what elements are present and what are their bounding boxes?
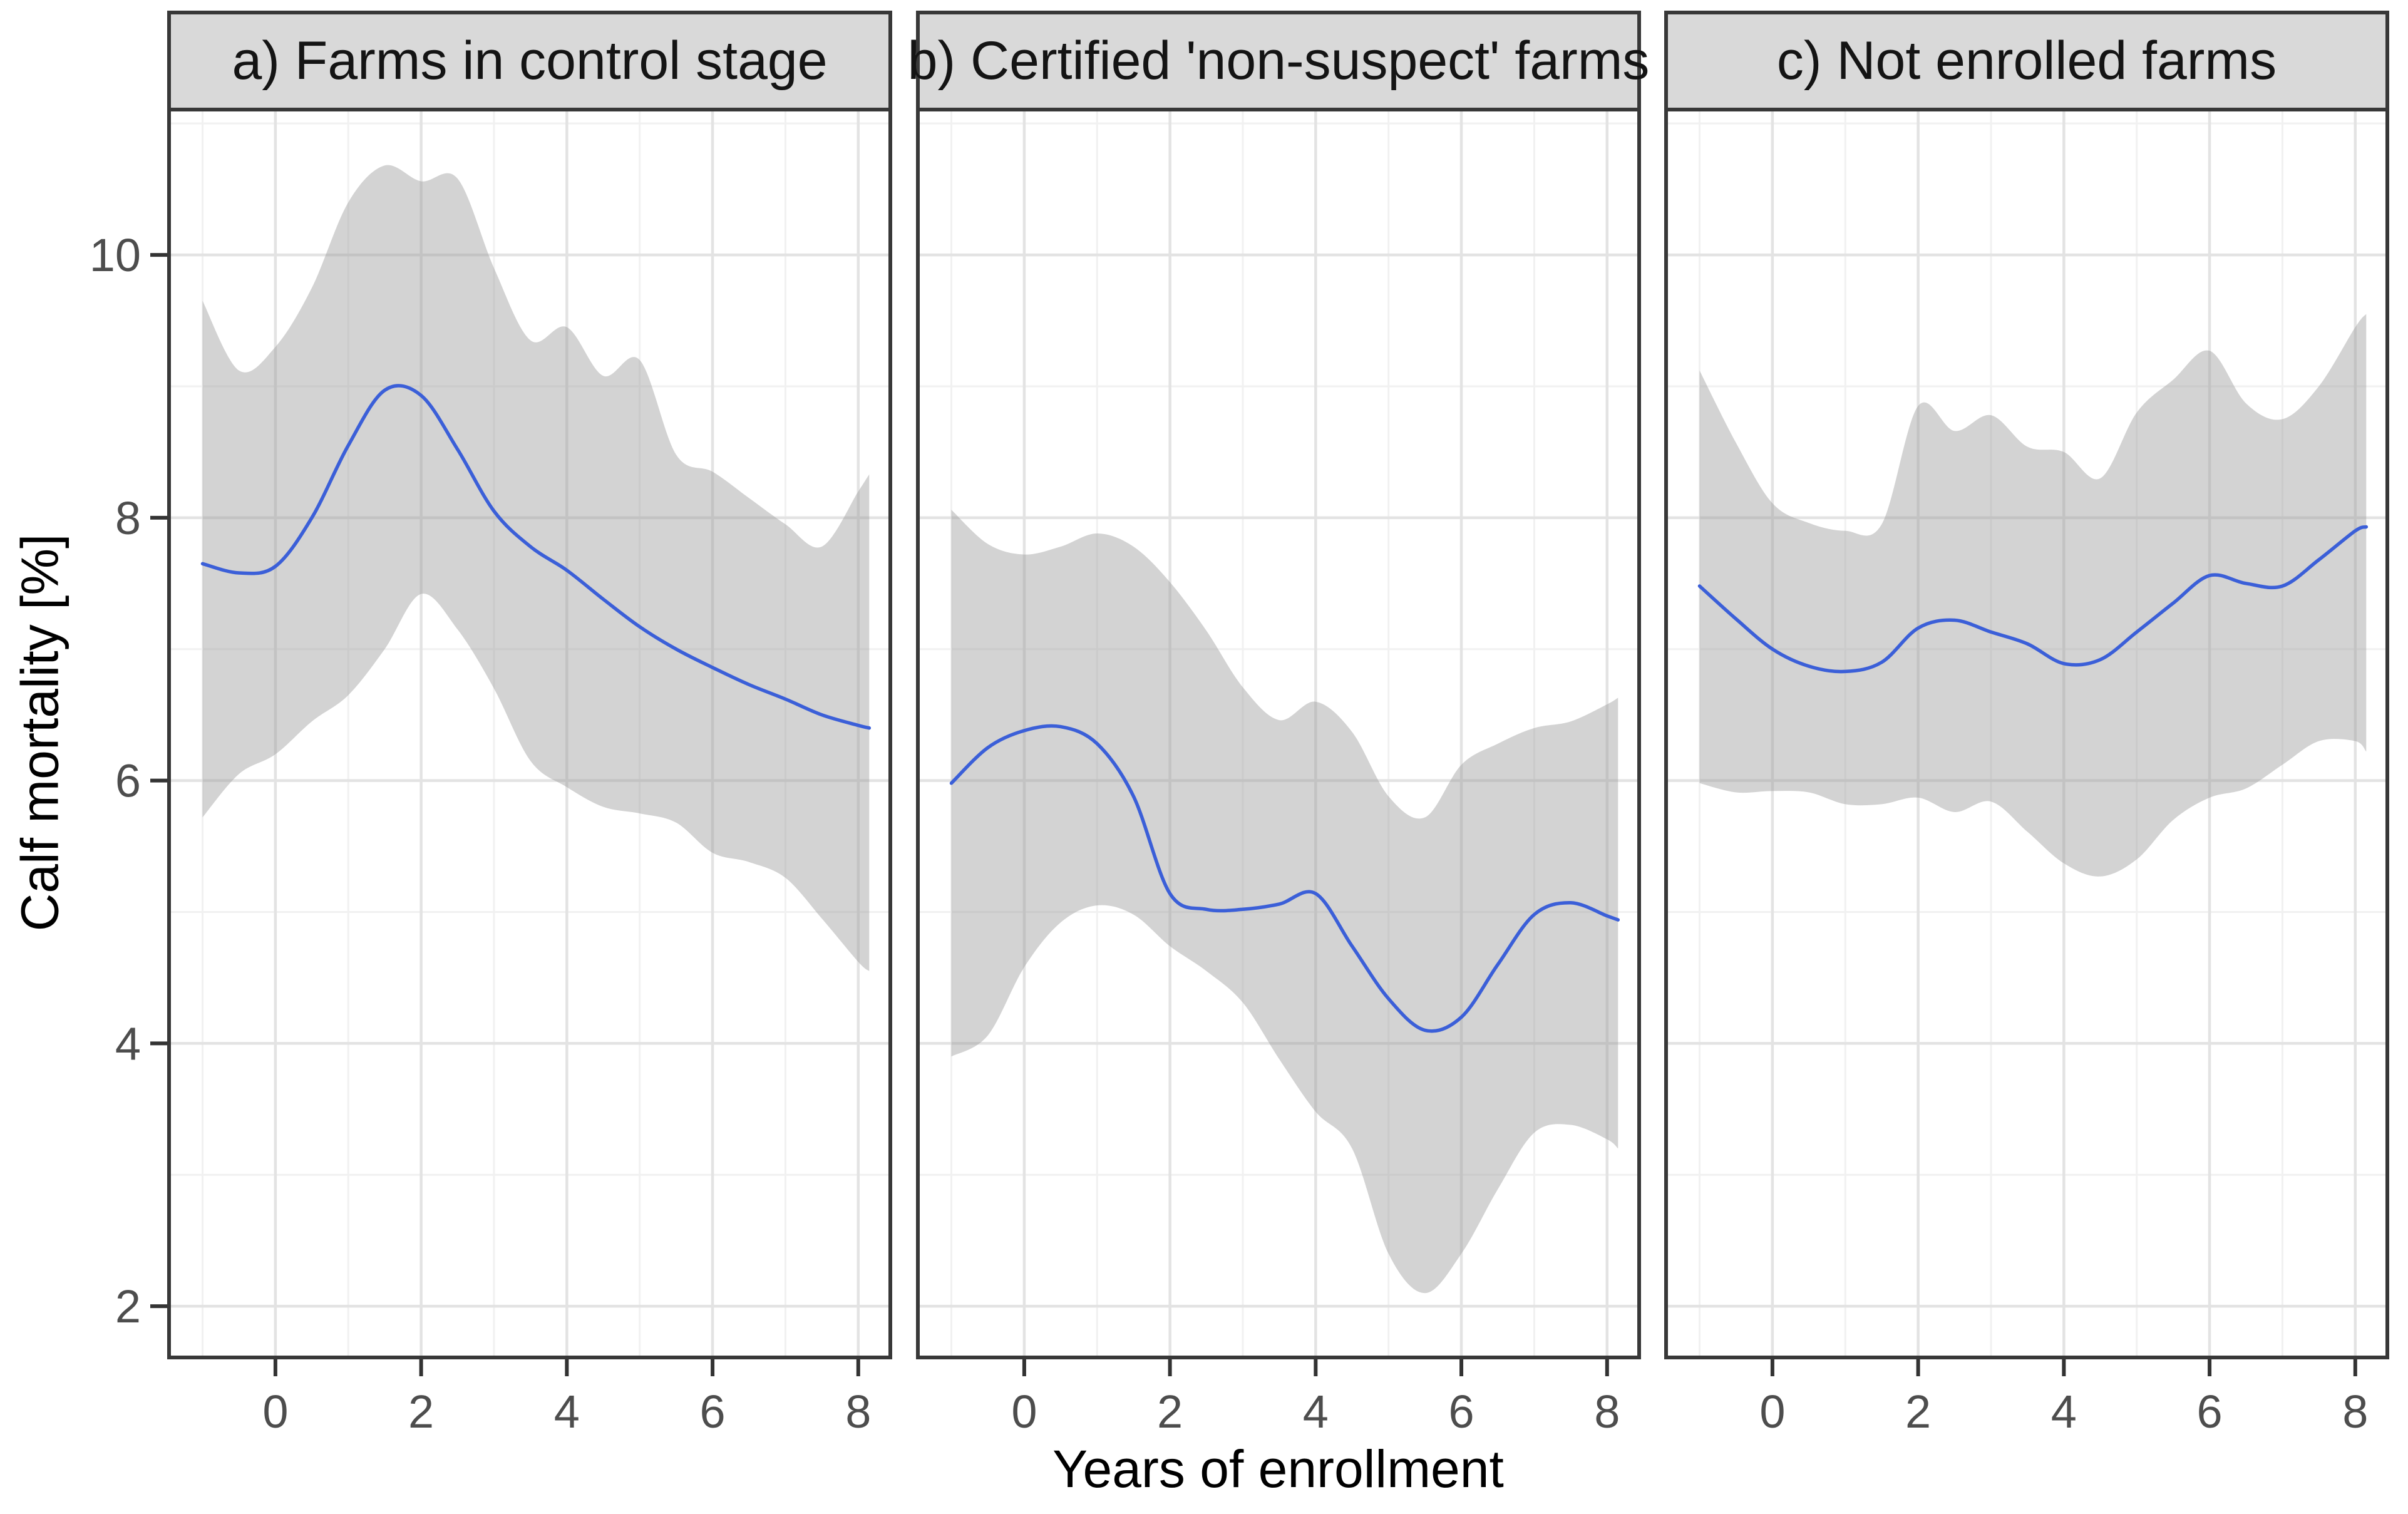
facet-title-b: b) Certified 'non-suspect' farms [907,31,1650,91]
mean-line-b [949,724,1620,1033]
x-tick-label: 6 [699,1386,725,1438]
x-tick-label: 2 [1157,1386,1183,1438]
x-tick-label: 2 [408,1386,434,1438]
confidence-ribbon-a [202,165,870,971]
x-tick-label: 6 [1448,1386,1474,1438]
y-tick-label: 8 [115,492,141,544]
x-tick-label: 4 [1303,1386,1329,1438]
panel-background-b [918,108,1639,1357]
panel-c: 0 2 4 6 8 [1664,106,2389,1438]
confidence-ribbon-c [1699,314,2367,877]
panel-background-a [169,108,890,1357]
y-tick-label: 2 [115,1280,141,1332]
facet-strip-c: c) Not enrolled farms [1664,11,2389,111]
x-tick-label: 8 [1594,1386,1620,1438]
y-axis-ticks: 2 4 6 8 10 [90,229,167,1332]
x-tick-label: 0 [1011,1386,1037,1438]
mean-line-a [200,384,872,730]
x-tick-label: 0 [262,1386,288,1438]
panel-a: 0 2 4 6 8 [167,106,892,1438]
x-tick-label: 4 [554,1386,580,1438]
x-tick-label: 8 [845,1386,871,1438]
mean-line-c [1697,525,2369,674]
facet-strip-b: b) Certified 'non-suspect' farms [908,11,1649,111]
facet-strip-a: a) Farms in control stage [167,11,892,111]
x-tick-label: 6 [2196,1386,2222,1438]
panel-b: 0 2 4 6 8 [916,106,1641,1438]
x-tick-label: 8 [2342,1386,2368,1438]
facet-title-a: a) Farms in control stage [232,31,828,91]
x-tick-label: 2 [1905,1386,1931,1438]
x-tick-label: 4 [2051,1386,2077,1438]
x-tick-label: 0 [1759,1386,1785,1438]
panel-background-c [1666,108,2387,1357]
y-tick-label: 10 [90,229,141,281]
y-axis-title: Calf mortality [%] [10,533,69,932]
facet-title-c: c) Not enrolled farms [1776,31,2277,91]
x-axis-title: Years of enrollment [1052,1439,1504,1498]
y-tick-label: 4 [115,1017,141,1069]
y-tick-label: 6 [115,755,141,807]
